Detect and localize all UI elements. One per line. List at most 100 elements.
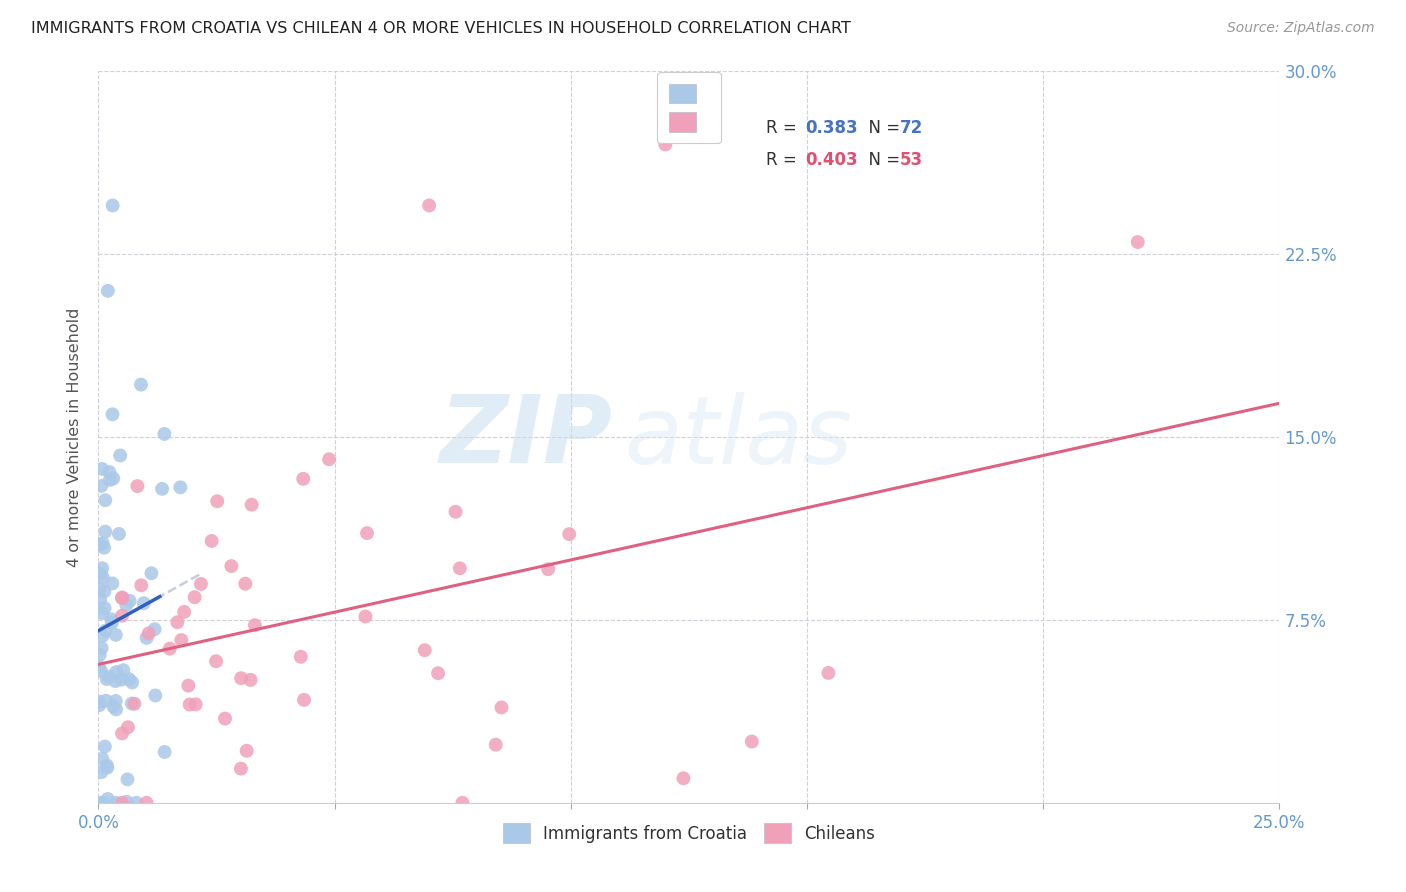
Point — [105, 702, 128, 716]
Point — [91, 629, 114, 643]
Point — [356, 526, 378, 541]
Point — [233, 576, 256, 591]
Point — [817, 665, 839, 680]
Point — [111, 673, 134, 687]
Point — [98, 670, 121, 684]
Point — [105, 665, 128, 679]
Text: ZIP: ZIP — [439, 391, 612, 483]
Point — [1126, 235, 1149, 249]
Point — [135, 796, 157, 810]
Point — [87, 538, 110, 552]
Point — [101, 576, 124, 591]
Y-axis label: 4 or more Vehicles in Household: 4 or more Vehicles in Household — [66, 308, 82, 566]
Point — [138, 626, 160, 640]
Point — [183, 591, 205, 605]
Point — [91, 752, 114, 766]
Point — [89, 695, 111, 709]
Point — [418, 198, 440, 212]
Point — [537, 562, 560, 576]
Point — [108, 449, 131, 463]
Point — [93, 601, 115, 615]
Point — [243, 618, 266, 632]
Point — [108, 527, 131, 541]
Point — [89, 567, 111, 582]
Point — [91, 571, 114, 585]
Point — [89, 592, 111, 607]
Point — [173, 605, 195, 619]
Point — [229, 671, 252, 685]
Point — [240, 498, 263, 512]
Point — [93, 584, 115, 599]
Point — [129, 377, 152, 392]
Point — [118, 594, 141, 608]
Point — [169, 480, 191, 494]
Point — [103, 471, 125, 485]
Point — [121, 675, 143, 690]
Point — [103, 699, 125, 714]
Point — [184, 698, 207, 712]
Point — [115, 795, 138, 809]
Text: Source: ZipAtlas.com: Source: ZipAtlas.com — [1227, 21, 1375, 35]
Text: N =: N = — [858, 151, 905, 169]
Point — [90, 765, 112, 780]
Point — [491, 700, 513, 714]
Point — [111, 591, 134, 605]
Point — [89, 796, 111, 810]
Point — [94, 524, 117, 539]
Point — [89, 698, 111, 713]
Text: R =: R = — [766, 120, 803, 137]
Point — [235, 744, 257, 758]
Point — [87, 660, 110, 674]
Point — [111, 608, 134, 623]
Point — [104, 694, 127, 708]
Point — [101, 198, 124, 212]
Text: 0.383: 0.383 — [806, 120, 858, 137]
Point — [214, 712, 236, 726]
Point — [93, 541, 115, 555]
Text: atlas: atlas — [624, 392, 852, 483]
Point — [125, 796, 148, 810]
Point — [96, 761, 118, 775]
Point — [672, 771, 695, 785]
Point — [104, 674, 127, 689]
Point — [207, 494, 229, 508]
Point — [292, 693, 315, 707]
Point — [143, 689, 166, 703]
Point — [98, 465, 121, 479]
Point — [97, 284, 120, 298]
Point — [94, 739, 117, 754]
Point — [413, 643, 436, 657]
Point — [201, 533, 224, 548]
Point — [132, 596, 155, 610]
Point — [143, 622, 166, 636]
Text: 72: 72 — [900, 120, 924, 137]
Point — [100, 612, 122, 626]
Point — [115, 598, 138, 612]
Point — [444, 505, 467, 519]
Point — [179, 698, 201, 712]
Point — [318, 452, 340, 467]
Point — [91, 536, 114, 550]
Point — [166, 615, 188, 630]
Point — [101, 407, 124, 421]
Point — [94, 694, 117, 708]
Point — [153, 745, 176, 759]
Point — [153, 426, 176, 441]
Point — [124, 697, 146, 711]
Text: N =: N = — [858, 120, 905, 137]
Point — [96, 672, 118, 686]
Point — [90, 664, 112, 678]
Point — [90, 641, 112, 656]
Point — [741, 734, 763, 748]
Point — [111, 796, 134, 810]
Point — [292, 472, 315, 486]
Point — [141, 566, 163, 581]
Point — [290, 649, 312, 664]
Point — [117, 720, 139, 734]
Point — [97, 792, 120, 806]
Point — [112, 663, 135, 677]
Point — [427, 666, 450, 681]
Legend: Immigrants from Croatia, Chileans: Immigrants from Croatia, Chileans — [496, 817, 882, 849]
Point — [558, 527, 581, 541]
Point — [104, 628, 127, 642]
